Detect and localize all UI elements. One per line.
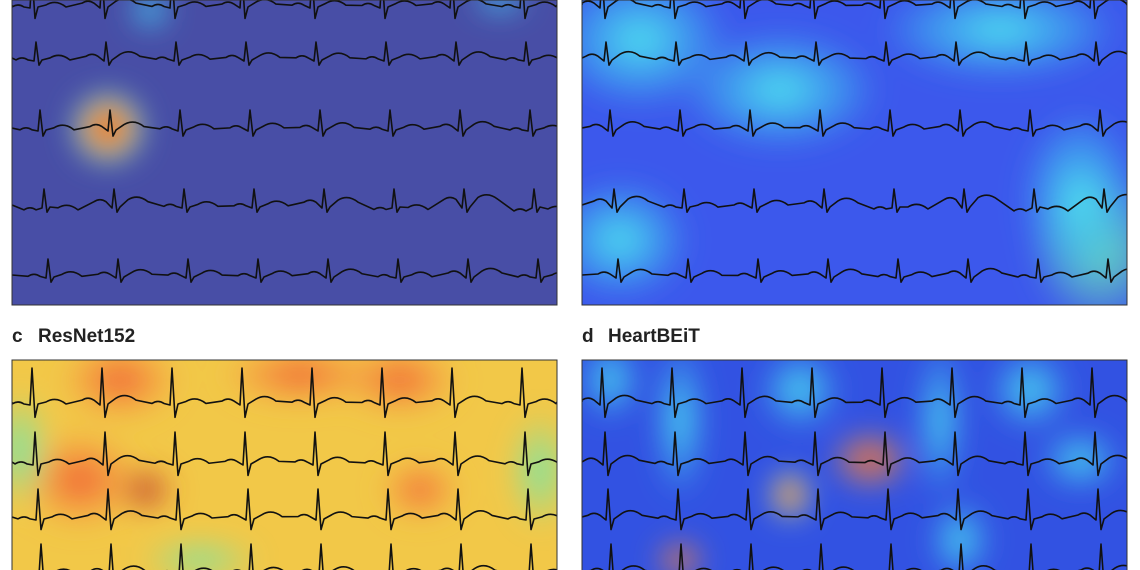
ecg-trace bbox=[582, 488, 1127, 531]
heat-blob bbox=[20, 430, 140, 530]
ecg-trace bbox=[582, 188, 1127, 213]
heat-blob bbox=[140, 540, 260, 570]
panel-frame bbox=[581, 359, 1128, 570]
heat-blob bbox=[128, 0, 172, 32]
heat-blob bbox=[220, 360, 380, 405]
panel-b bbox=[582, 0, 1127, 305]
ecg-trace bbox=[582, 109, 1127, 137]
heat-blob bbox=[380, 460, 460, 520]
panel-title: ResNet152 bbox=[38, 326, 135, 347]
heat-blob bbox=[655, 360, 705, 500]
heat-blob bbox=[680, 30, 880, 150]
ecg-trace bbox=[582, 431, 1127, 477]
ecg-trace bbox=[12, 367, 557, 419]
heat-blob bbox=[1040, 430, 1120, 490]
ecg-trace bbox=[582, 258, 1127, 283]
heat-blob bbox=[990, 360, 1070, 430]
ecg-trace bbox=[12, 258, 557, 283]
ecg-trace bbox=[582, 367, 1127, 419]
ecg-trace bbox=[12, 188, 557, 213]
ecg-trace bbox=[12, 109, 557, 137]
panel-frame bbox=[11, 0, 558, 306]
heat-blob bbox=[582, 360, 640, 420]
heat-blob bbox=[930, 500, 990, 570]
heat-blob bbox=[918, 360, 962, 500]
heat-blob bbox=[60, 360, 180, 420]
panel-frame bbox=[11, 359, 558, 570]
panel-d bbox=[582, 360, 1127, 570]
ecg-trace bbox=[12, 431, 557, 477]
ecg-trace bbox=[12, 488, 557, 531]
heat-blob bbox=[510, 410, 557, 530]
panel-a bbox=[12, 0, 557, 305]
heat-blob bbox=[582, 180, 690, 300]
heat-blob bbox=[760, 360, 840, 430]
heat-blob bbox=[340, 360, 460, 415]
heat-blob bbox=[770, 470, 810, 520]
heat-blob bbox=[12, 390, 50, 510]
ecg-trace bbox=[582, 41, 1127, 66]
panel-letter: c bbox=[12, 326, 23, 347]
heatmap bbox=[582, 0, 1127, 305]
panel-c bbox=[12, 360, 557, 570]
panel-title: HeartBEiT bbox=[608, 326, 700, 347]
panel-letter: d bbox=[582, 326, 594, 347]
panel-frame bbox=[581, 0, 1128, 306]
ecg-trace bbox=[582, 0, 1127, 20]
ecg-trace bbox=[12, 41, 557, 66]
heat-blob bbox=[1020, 110, 1127, 290]
